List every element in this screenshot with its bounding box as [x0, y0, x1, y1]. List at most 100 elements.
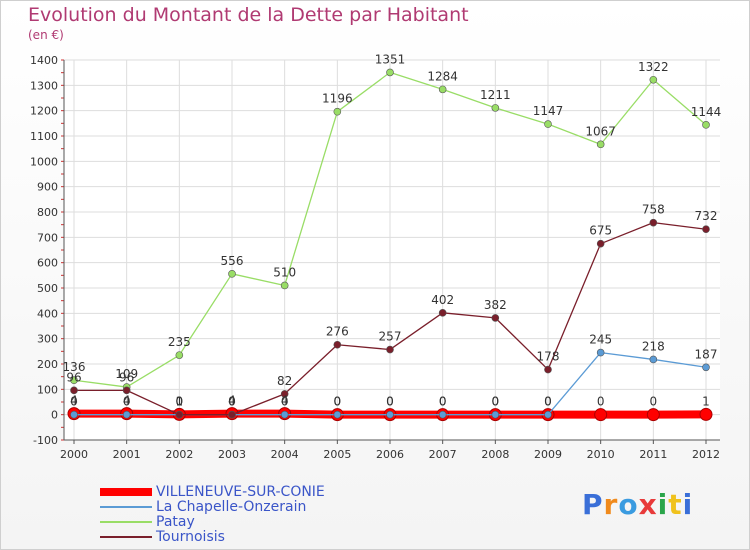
data-label: 4 — [228, 394, 236, 408]
data-label: 1211 — [480, 88, 511, 102]
data-label: 0 — [228, 395, 236, 409]
data-label: 1 — [702, 394, 710, 408]
y-tick-label: 700 — [37, 231, 58, 244]
x-tick-label: 2005 — [323, 448, 351, 461]
x-tick-label: 2009 — [534, 448, 562, 461]
data-label: 0 — [544, 395, 552, 409]
chart-title: Evolution du Montant de la Dette par Hab… — [28, 4, 469, 26]
data-label: 0 — [228, 395, 236, 409]
x-tick-label: 2007 — [429, 448, 457, 461]
y-tick-label: 1400 — [30, 54, 58, 67]
data-point — [70, 376, 78, 385]
data-point — [491, 314, 500, 322]
y-tick-label: -100 — [33, 434, 58, 447]
data-label: 235 — [168, 335, 191, 349]
logo-letter: o — [618, 488, 639, 521]
legend-label: Patay — [156, 513, 195, 530]
legend-item: Patay — [100, 513, 325, 530]
data-label: 0 — [544, 395, 552, 409]
data-label: 0 — [386, 395, 394, 409]
x-tick-label: 2006 — [376, 448, 404, 461]
y-tick-label: 800 — [37, 206, 58, 219]
data-point — [228, 270, 236, 278]
data-point — [333, 107, 342, 116]
logo-letter: P — [582, 488, 604, 521]
y-tick-label: 600 — [37, 257, 58, 270]
x-tick-label: 2010 — [587, 448, 615, 461]
data-label: 1147 — [533, 104, 564, 118]
legend-item: VILLENEUVE-SUR-CONIE — [100, 484, 325, 500]
x-tick-label: 2012 — [692, 448, 720, 461]
data-label: 4 — [70, 394, 78, 408]
data-point — [386, 68, 394, 77]
data-point — [544, 120, 552, 128]
data-point — [122, 410, 131, 419]
data-label: 136 — [63, 360, 86, 374]
data-point — [333, 340, 342, 349]
data-label: 187 — [695, 347, 718, 361]
data-point — [438, 309, 447, 317]
legend-swatch — [100, 487, 152, 496]
data-label: 0 — [176, 395, 184, 409]
y-tick-label: 100 — [37, 383, 58, 396]
x-tick-label: 2002 — [165, 448, 193, 461]
data-label: 510 — [273, 265, 296, 279]
data-label: 1067 — [585, 124, 616, 138]
data-label: 0 — [650, 395, 658, 409]
data-point — [175, 351, 184, 359]
data-label: 1144 — [691, 105, 722, 119]
data-point — [702, 225, 710, 234]
legend-item: La Chapelle-Onzerain — [100, 498, 325, 515]
data-label: 218 — [642, 339, 665, 353]
chart-unit-label: (en €) — [28, 28, 64, 42]
legend-label: La Chapelle-Onzerain — [156, 498, 307, 515]
proxiti-logo: Proxiti — [582, 488, 693, 521]
data-point — [386, 410, 394, 419]
y-tick-label: 1000 — [30, 155, 58, 168]
data-point — [649, 355, 658, 364]
data-label: 276 — [326, 325, 349, 339]
plot-area — [64, 60, 720, 440]
y-tick-label: 400 — [37, 307, 58, 320]
data-label: 0 — [70, 395, 78, 409]
legend-item: Tournoisis — [100, 529, 325, 545]
y-tick-label: 0 — [51, 409, 58, 422]
data-point — [649, 75, 658, 84]
data-label: 1284 — [427, 69, 458, 83]
y-tick-label: 1200 — [30, 105, 58, 118]
logo-letter: r — [603, 488, 619, 521]
data-label: 0 — [176, 395, 184, 409]
data-label: 0 — [281, 395, 289, 409]
data-label: 109 — [115, 367, 138, 381]
data-point — [702, 121, 710, 129]
data-label: 96 — [66, 370, 81, 384]
data-label: 82 — [277, 374, 292, 388]
x-tick-label: 2003 — [218, 448, 246, 461]
x-tick-label: 2008 — [481, 448, 509, 461]
data-point — [228, 410, 236, 419]
data-label: 0 — [597, 395, 605, 409]
legend-swatch — [100, 520, 152, 523]
data-label: 245 — [589, 333, 612, 347]
data-label: 257 — [379, 330, 402, 344]
data-point — [175, 410, 184, 419]
x-tick-label: 2000 — [60, 448, 88, 461]
data-label: 0 — [123, 395, 131, 409]
data-label: 0 — [492, 395, 500, 409]
y-tick-label: 1300 — [30, 79, 58, 92]
data-label: 402 — [431, 293, 454, 307]
data-point — [544, 365, 552, 374]
data-label: 1351 — [375, 52, 406, 66]
data-label: 4 — [281, 394, 289, 408]
y-tick-label: 300 — [37, 333, 58, 346]
data-point — [646, 408, 660, 422]
logo-letter: i — [657, 488, 669, 521]
data-point — [280, 410, 289, 419]
data-point — [491, 104, 500, 112]
data-point — [596, 140, 605, 149]
data-point — [596, 239, 605, 248]
data-point — [438, 410, 447, 419]
data-point — [702, 363, 710, 372]
data-label: 1196 — [322, 92, 353, 106]
data-label: 758 — [642, 203, 665, 217]
